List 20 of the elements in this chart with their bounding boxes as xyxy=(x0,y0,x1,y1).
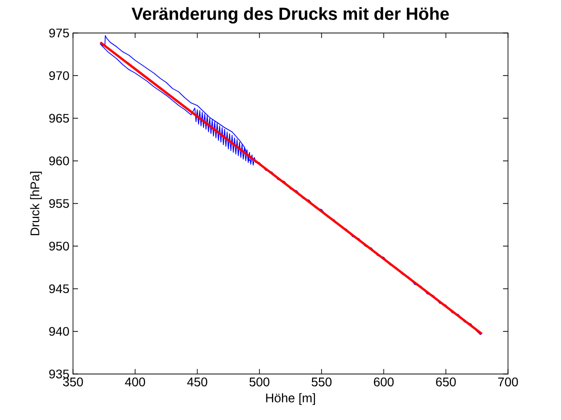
y-tick-label: 975 xyxy=(49,28,69,38)
y-tick-label: 950 xyxy=(49,242,69,251)
y-tick-label: 935 xyxy=(49,370,69,378)
y-tick-label: 945 xyxy=(49,284,69,294)
y-tick-label: 970 xyxy=(49,71,69,80)
x-tick-label: 450 xyxy=(187,378,208,386)
y-axis-title: Druck [hPa] xyxy=(30,172,42,236)
y-tick-label: 960 xyxy=(49,156,69,166)
x-tick-label: 650 xyxy=(436,378,456,386)
x-tick-label: 350 xyxy=(63,378,83,386)
y-tick-label: 965 xyxy=(49,114,69,123)
x-tick-label: 500 xyxy=(250,378,270,386)
x-tick-label: 550 xyxy=(312,378,332,386)
x-tick-label: 400 xyxy=(124,378,146,386)
y-tick-label: 940 xyxy=(49,326,69,336)
x-axis-title: Höhe [m] xyxy=(266,393,315,405)
x-tick-label: 700 xyxy=(498,378,518,386)
y-tick-label: 955 xyxy=(49,199,69,208)
x-tick-label: 600 xyxy=(374,378,394,386)
chart-title: Veränderung des Drucks mit der Höhe xyxy=(132,7,449,24)
